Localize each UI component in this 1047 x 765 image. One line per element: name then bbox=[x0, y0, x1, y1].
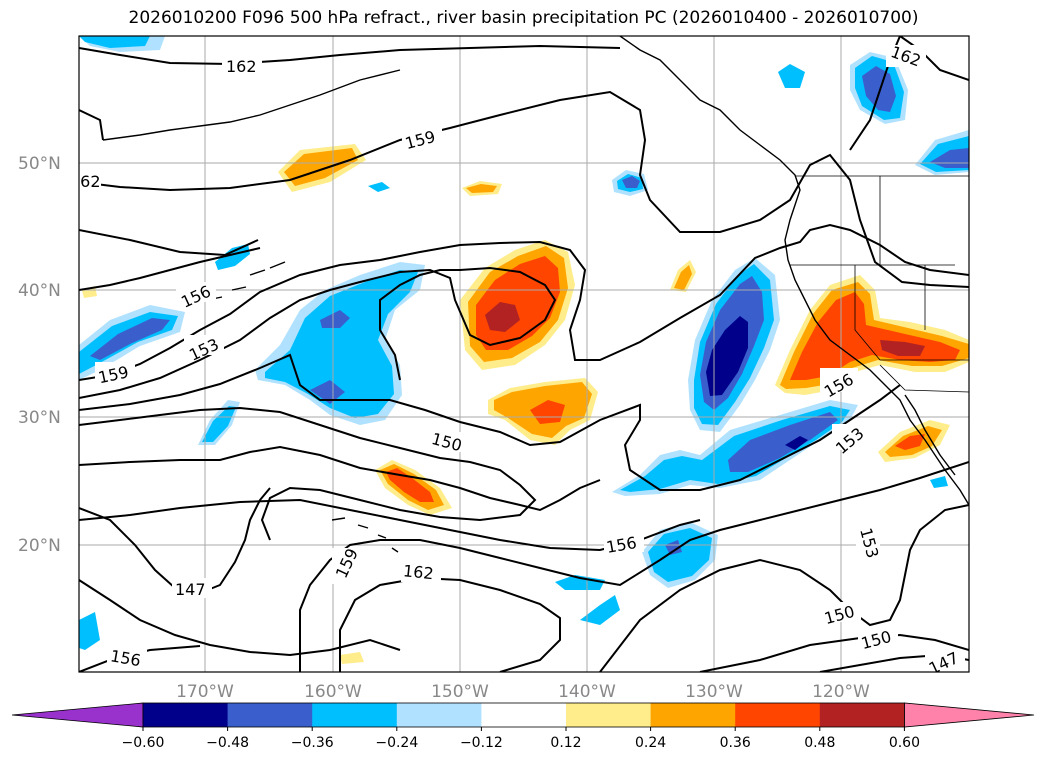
colorbar-segment bbox=[819, 703, 905, 727]
colorbar-tick-label: 0.24 bbox=[635, 735, 666, 751]
contour-label: 162 bbox=[226, 57, 257, 76]
colorbar-segment bbox=[650, 703, 736, 727]
colorbar-extend-high bbox=[904, 702, 1035, 728]
contour-label: 156 bbox=[605, 533, 638, 557]
map-plot-area: 162 162 159 162 156 153 159 150 156 159 … bbox=[70, 36, 969, 672]
lat-label: 50°N bbox=[18, 154, 61, 174]
colorbar-segment bbox=[735, 703, 821, 727]
contour-label: 162 bbox=[70, 172, 101, 191]
lon-label: 130°W bbox=[685, 682, 743, 702]
refractivity-contours bbox=[79, 36, 969, 672]
colorbar-tick-label: −0.48 bbox=[206, 735, 249, 751]
colorbar: −0.60 −0.48 −0.36 −0.24 −0.12 0.12 0.24 0.36 0.4… bbox=[11, 702, 1035, 751]
colorbar-frame bbox=[142, 702, 905, 728]
coastlines bbox=[102, 36, 969, 553]
lon-label: 150°W bbox=[431, 682, 489, 702]
colorbar-segment bbox=[566, 703, 652, 727]
lon-label: 170°W bbox=[176, 682, 234, 702]
latitude-labels: 50°N 40°N 30°N 20°N bbox=[18, 154, 61, 556]
colorbar-tick-label: 0.12 bbox=[550, 735, 581, 751]
colorbar-segment bbox=[481, 703, 567, 727]
contour-label: 147 bbox=[175, 580, 206, 599]
colorbar-segment bbox=[312, 703, 398, 727]
precip-shading bbox=[79, 36, 969, 672]
colorbar-segment bbox=[396, 703, 482, 727]
colorbar-tick-label: −0.24 bbox=[375, 735, 418, 751]
colorbar-segment bbox=[227, 703, 313, 727]
lon-label: 160°W bbox=[304, 682, 362, 702]
lat-label: 40°N bbox=[18, 281, 61, 301]
map-frame bbox=[78, 35, 970, 673]
colorbar-tick-label: −0.60 bbox=[122, 735, 165, 751]
colorbar-tick-label: −0.36 bbox=[291, 735, 334, 751]
colorbar-tick-label: 0.60 bbox=[889, 735, 920, 751]
lon-label: 120°W bbox=[812, 682, 870, 702]
lat-label: 30°N bbox=[18, 408, 61, 428]
colorbar-tick-label: −0.12 bbox=[460, 735, 503, 751]
contour-label: 162 bbox=[402, 561, 434, 583]
map-title: 2026010200 F096 500 hPa refract., river … bbox=[128, 8, 919, 28]
lon-label: 140°W bbox=[558, 682, 616, 702]
colorbar-tick-label: 0.36 bbox=[720, 735, 751, 751]
colorbar-extend-low bbox=[11, 702, 144, 728]
colorbar-segment bbox=[143, 703, 229, 727]
political-borders bbox=[790, 175, 969, 393]
colorbar-tick-label: 0.48 bbox=[804, 735, 835, 751]
longitude-labels: 170°W 160°W 150°W 140°W 130°W 120°W bbox=[176, 682, 870, 702]
lat-label: 20°N bbox=[18, 536, 61, 556]
